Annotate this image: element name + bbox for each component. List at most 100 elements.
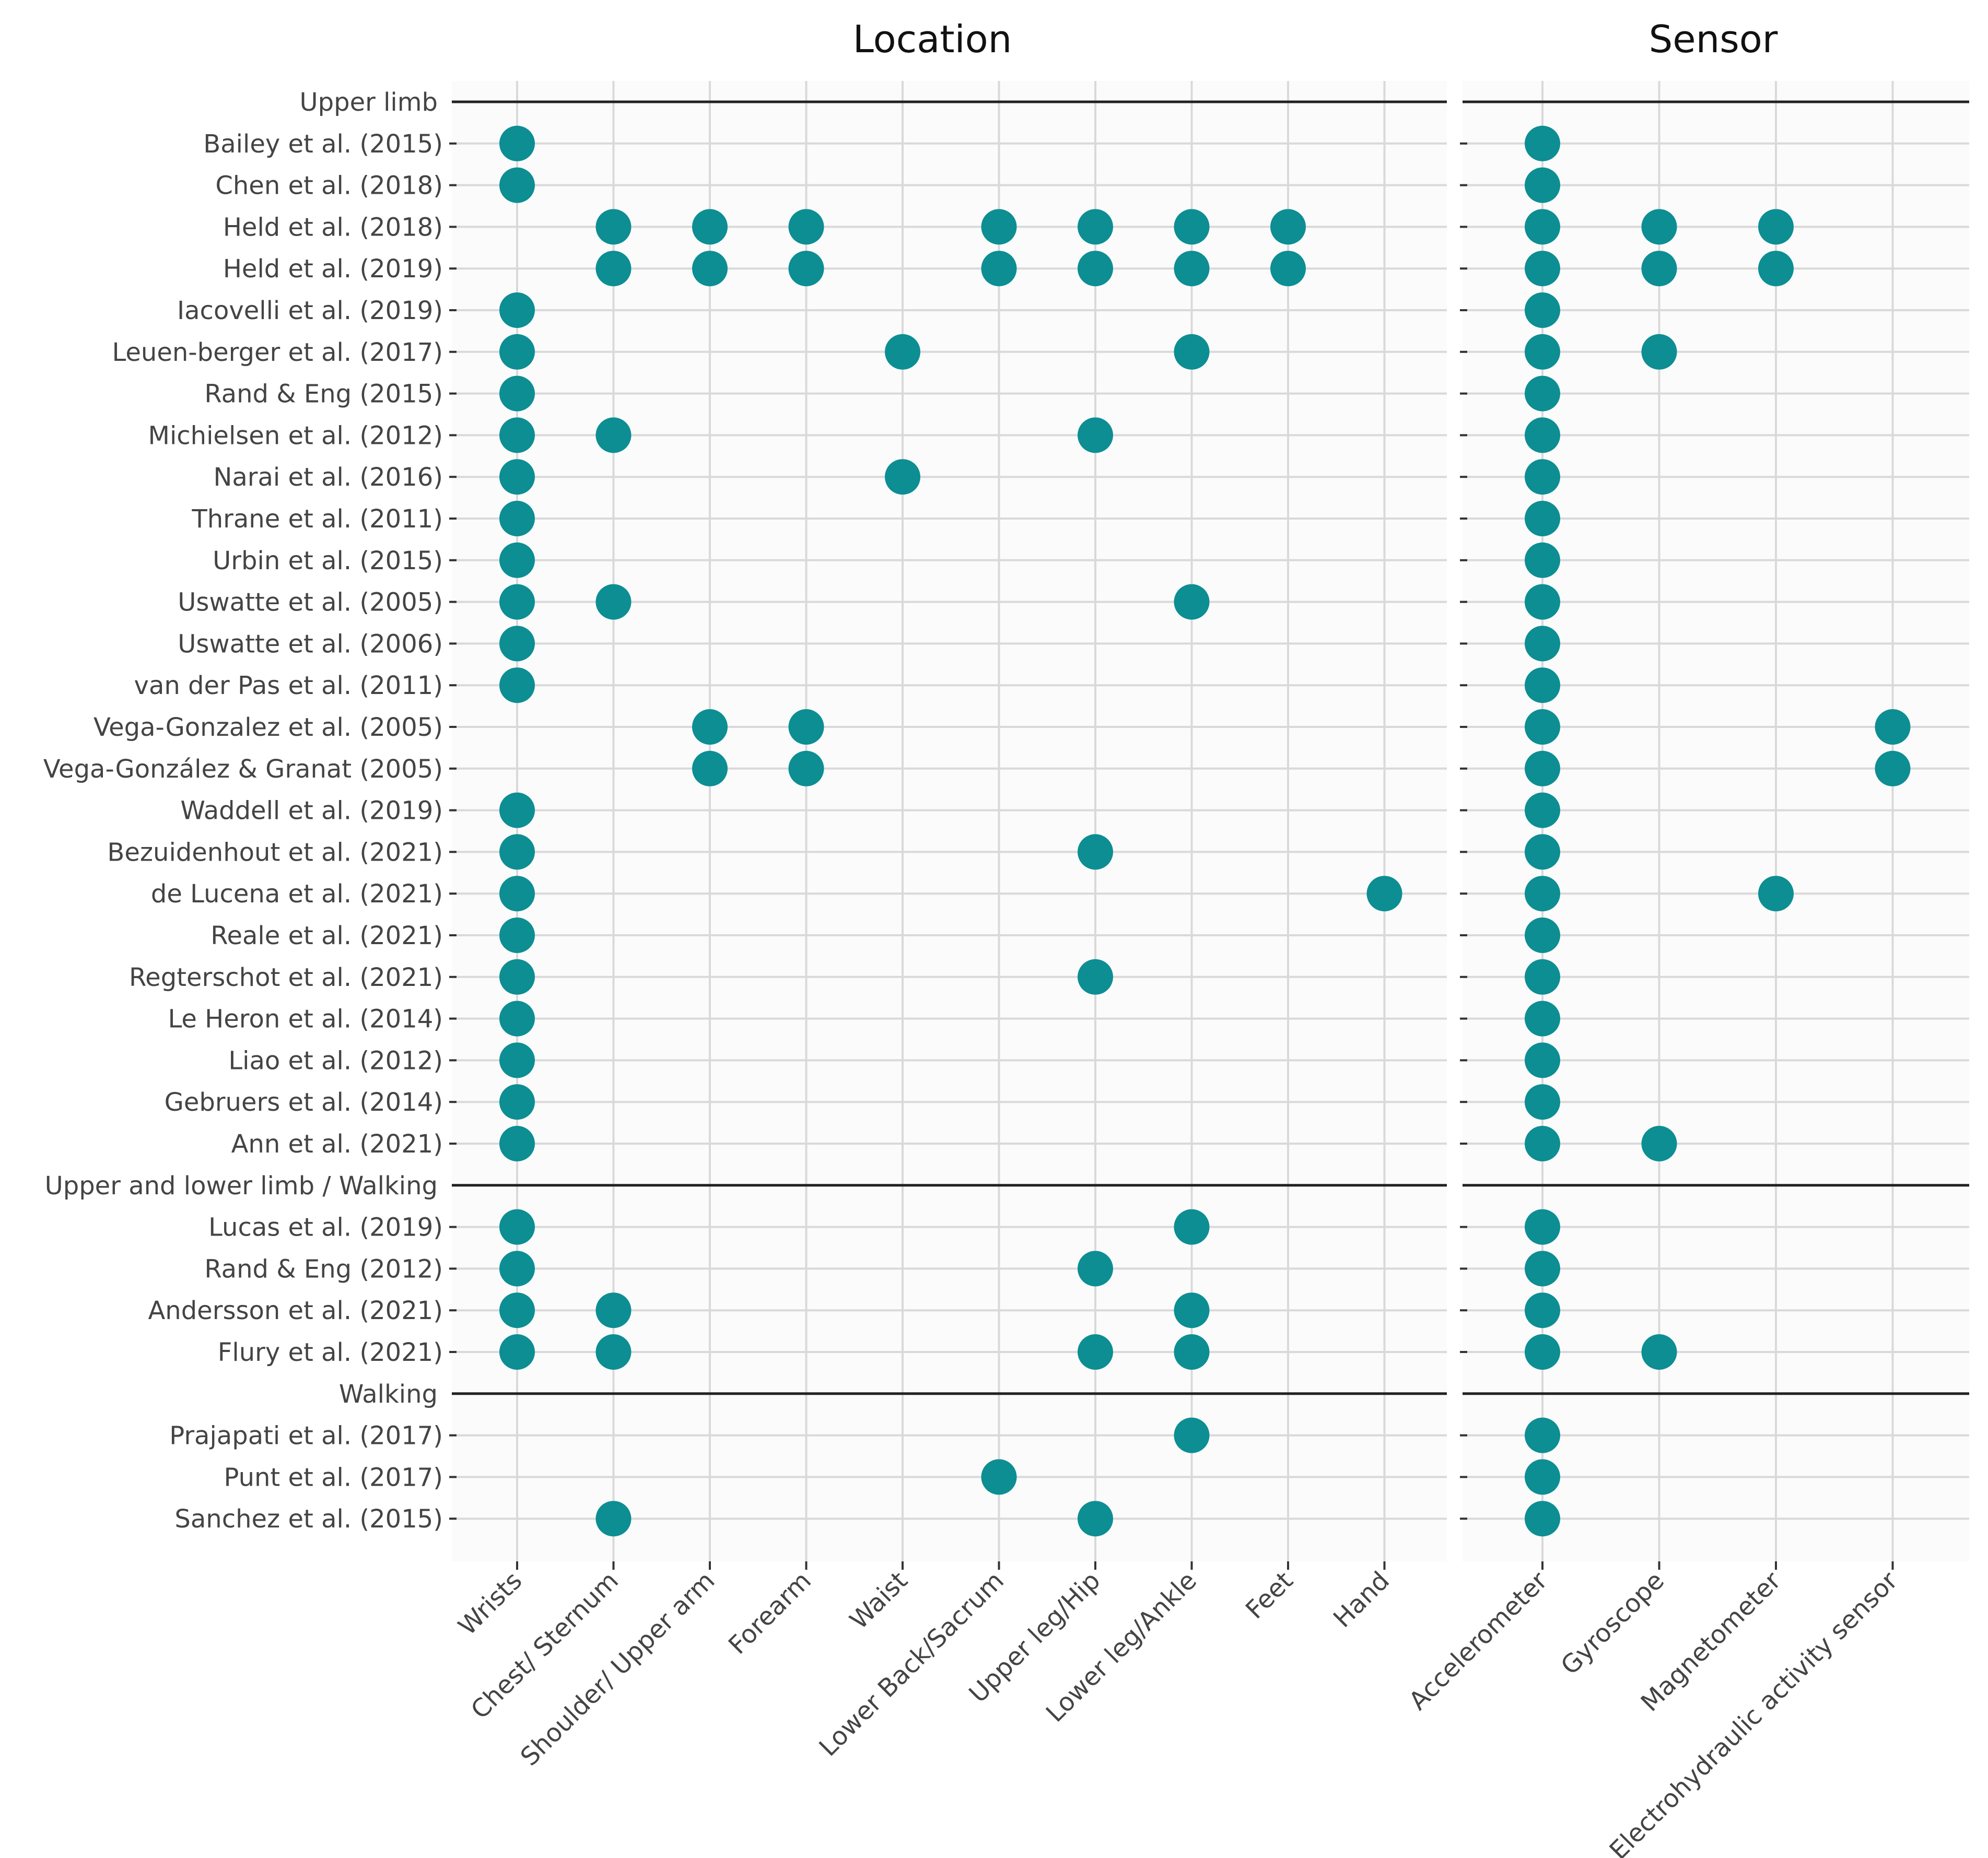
group-label: Walking — [339, 1380, 438, 1409]
y-tick-label: Rand & Eng (2015) — [204, 380, 443, 409]
y-tick-label: Prajapati et al. (2017) — [169, 1421, 443, 1451]
data-point-location-urbin-et-al-2015-wrists — [499, 542, 535, 578]
y-tick-label: Le Heron et al. (2014) — [168, 1005, 443, 1034]
data-point-location-held-et-al-2018-chest-sternum — [595, 209, 632, 245]
data-point-sensor-held-et-al-2018-gyroscope — [1641, 209, 1677, 245]
y-tick-label: Ann et al. (2021) — [231, 1130, 443, 1159]
data-point-location-regterschot-et-al-2021-upper-leg-hip — [1078, 959, 1113, 995]
data-point-sensor-held-et-al-2019-magnetometer — [1758, 251, 1794, 287]
data-point-location-leuen-berger-et-al-2017-wrists — [499, 334, 535, 370]
y-tick-label: Urbin et al. (2015) — [213, 546, 443, 575]
data-point-location-leuen-berger-et-al-2017-lower-leg-ankle — [1174, 334, 1210, 370]
data-point-sensor-van-der-pas-et-al-2011-accelerometer — [1525, 667, 1560, 703]
data-point-location-bezuidenhout-et-al-2021-upper-leg-hip — [1078, 834, 1113, 870]
y-tick-label: Gebruers et al. (2014) — [165, 1088, 443, 1117]
data-point-sensor-uswatte-et-al-2005-accelerometer — [1525, 584, 1560, 620]
data-point-sensor-flury-et-al-2021-accelerometer — [1525, 1334, 1560, 1370]
data-point-location-lucas-et-al-2019-lower-leg-ankle — [1174, 1209, 1210, 1245]
data-point-location-prajapati-et-al-2017-lower-leg-ankle — [1174, 1417, 1210, 1453]
data-point-sensor-flury-et-al-2021-gyroscope — [1641, 1334, 1677, 1370]
data-point-sensor-le-heron-et-al-2014-accelerometer — [1525, 1001, 1560, 1037]
y-tick-label: Rand & Eng (2012) — [204, 1254, 443, 1284]
data-point-sensor-punt-et-al-2017-accelerometer — [1525, 1459, 1560, 1495]
data-point-location-michielsen-et-al-2012-upper-leg-hip — [1078, 417, 1113, 453]
data-point-sensor-prajapati-et-al-2017-accelerometer — [1525, 1417, 1560, 1453]
data-point-location-gebruers-et-al-2014-wrists — [499, 1084, 535, 1120]
y-tick-label: Iacovelli et al. (2019) — [177, 296, 443, 325]
data-point-location-vega-gonzalez-et-al-2005-shoulder-upper-arm — [692, 709, 728, 745]
data-point-location-de-lucena-et-al-2021-hand — [1366, 876, 1402, 912]
data-point-location-de-lucena-et-al-2021-wrists — [499, 876, 535, 912]
y-tick-label: van der Pas et al. (2011) — [134, 671, 443, 700]
data-point-sensor-regterschot-et-al-2021-accelerometer — [1525, 959, 1560, 995]
data-point-sensor-uswatte-et-al-2006-accelerometer — [1525, 626, 1560, 662]
data-point-location-uswatte-et-al-2005-chest-sternum — [595, 584, 632, 620]
x-tick-label-forearm: Forearm — [723, 1566, 817, 1660]
data-point-location-held-et-al-2019-lower-leg-ankle — [1174, 251, 1210, 287]
data-point-location-flury-et-al-2021-lower-leg-ankle — [1174, 1334, 1210, 1370]
group-label: Upper and lower limb / Walking — [45, 1171, 438, 1201]
data-point-sensor-held-et-al-2018-accelerometer — [1525, 209, 1560, 245]
data-point-sensor-michielsen-et-al-2012-accelerometer — [1525, 417, 1560, 453]
y-tick-label: Vega-Gonzalez et al. (2005) — [93, 713, 443, 742]
data-point-location-van-der-pas-et-al-2011-wrists — [499, 667, 535, 703]
data-point-sensor-rand-eng-2015-accelerometer — [1525, 375, 1560, 411]
y-tick-label: Lucas et al. (2019) — [208, 1213, 443, 1242]
data-point-location-held-et-al-2018-forearm — [788, 209, 824, 245]
x-tick-label-lower-back-sacrum: Lower Back/Sacrum — [814, 1566, 1010, 1762]
data-point-sensor-gebruers-et-al-2014-accelerometer — [1525, 1084, 1560, 1120]
data-point-location-narai-et-al-2016-waist — [885, 459, 920, 495]
data-point-sensor-ann-et-al-2021-gyroscope — [1641, 1126, 1677, 1161]
data-point-sensor-rand-eng-2012-accelerometer — [1525, 1251, 1560, 1287]
data-point-sensor-liao-et-al-2012-accelerometer — [1525, 1042, 1560, 1078]
data-point-location-andersson-et-al-2021-lower-leg-ankle — [1174, 1292, 1210, 1328]
data-point-location-held-et-al-2019-feet — [1270, 251, 1306, 287]
data-point-sensor-urbin-et-al-2015-accelerometer — [1525, 542, 1560, 578]
data-point-location-held-et-al-2019-shoulder-upper-arm — [692, 251, 728, 287]
data-point-sensor-thrane-et-al-2011-accelerometer — [1525, 501, 1560, 536]
data-point-location-andersson-et-al-2021-chest-sternum — [595, 1292, 632, 1328]
data-point-location-narai-et-al-2016-wrists — [499, 459, 535, 495]
data-point-sensor-iacovelli-et-al-2019-accelerometer — [1525, 292, 1560, 328]
panel-title-sensor: Sensor — [1649, 17, 1778, 61]
y-tick-label: Held et al. (2019) — [223, 254, 443, 284]
y-tick-label: Bezuidenhout et al. (2021) — [107, 838, 443, 867]
data-point-location-sanchez-et-al-2015-upper-leg-hip — [1078, 1501, 1113, 1537]
data-point-location-lucas-et-al-2019-wrists — [499, 1209, 535, 1245]
x-tick-label-accelerometer: Accelerometer — [1404, 1566, 1553, 1716]
data-point-location-liao-et-al-2012-wrists — [499, 1042, 535, 1078]
y-tick-label: Reale et al. (2021) — [211, 921, 443, 950]
data-point-location-held-et-al-2019-chest-sternum — [595, 251, 632, 287]
y-tick-label: Liao et al. (2012) — [228, 1046, 443, 1075]
data-point-location-bezuidenhout-et-al-2021-wrists — [499, 834, 535, 870]
data-point-location-bailey-et-al-2015-wrists — [499, 125, 535, 161]
data-point-sensor-sanchez-et-al-2015-accelerometer — [1525, 1501, 1560, 1537]
y-tick-label: de Lucena et al. (2021) — [151, 879, 443, 909]
data-point-location-flury-et-al-2021-upper-leg-hip — [1078, 1334, 1113, 1370]
data-point-location-waddell-et-al-2019-wrists — [499, 792, 535, 828]
data-point-location-reale-et-al-2021-wrists — [499, 918, 535, 953]
data-point-sensor-vega-gonz-lez-granat-2005-electrohydraulic-activity-sensor — [1875, 750, 1911, 786]
data-point-location-sanchez-et-al-2015-chest-sternum — [595, 1501, 632, 1537]
data-point-location-uswatte-et-al-2005-wrists — [499, 584, 535, 620]
data-point-location-michielsen-et-al-2012-wrists — [499, 417, 535, 453]
data-point-location-chen-et-al-2018-wrists — [499, 167, 535, 203]
data-point-location-flury-et-al-2021-wrists — [499, 1334, 535, 1370]
y-tick-label: Held et al. (2018) — [223, 213, 443, 242]
data-point-location-held-et-al-2018-feet — [1270, 209, 1306, 245]
data-point-sensor-leuen-berger-et-al-2017-gyroscope — [1641, 334, 1677, 370]
x-tick-label-gyroscope: Gyroscope — [1555, 1566, 1670, 1681]
data-point-location-held-et-al-2019-lower-back-sacrum — [981, 251, 1017, 287]
data-point-location-thrane-et-al-2011-wrists — [499, 501, 535, 536]
y-tick-label: Sanchez et al. (2015) — [174, 1504, 443, 1534]
data-point-location-rand-eng-2015-wrists — [499, 375, 535, 411]
data-point-sensor-vega-gonzalez-et-al-2005-electrohydraulic-activity-sensor — [1875, 709, 1911, 745]
data-point-location-iacovelli-et-al-2019-wrists — [499, 292, 535, 328]
data-point-location-held-et-al-2018-lower-leg-ankle — [1174, 209, 1210, 245]
data-point-sensor-de-lucena-et-al-2021-magnetometer — [1758, 876, 1794, 912]
y-tick-label: Narai et al. (2016) — [213, 463, 443, 492]
data-point-sensor-bailey-et-al-2015-accelerometer — [1525, 125, 1560, 161]
data-point-sensor-chen-et-al-2018-accelerometer — [1525, 167, 1560, 203]
data-point-sensor-andersson-et-al-2021-accelerometer — [1525, 1292, 1560, 1328]
